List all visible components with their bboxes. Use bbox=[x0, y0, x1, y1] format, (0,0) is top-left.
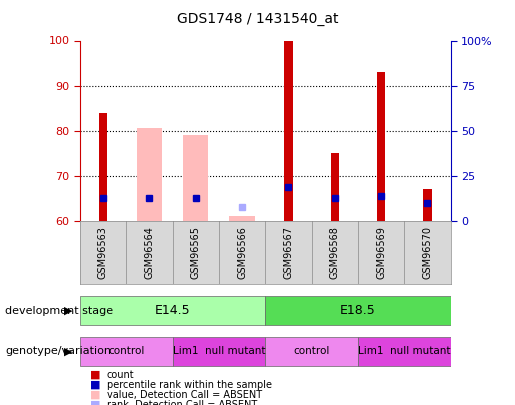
Bar bbox=[265, 337, 358, 366]
Text: ■: ■ bbox=[90, 380, 100, 390]
Bar bbox=[229, 216, 255, 221]
Text: GSM96564: GSM96564 bbox=[144, 226, 154, 279]
Text: count: count bbox=[107, 370, 134, 379]
Bar bbox=[183, 135, 209, 221]
Bar bbox=[80, 337, 173, 366]
Bar bbox=[173, 337, 265, 366]
Bar bbox=[377, 72, 385, 221]
Text: GSM96565: GSM96565 bbox=[191, 226, 201, 279]
Bar bbox=[423, 189, 432, 221]
Text: ▶: ▶ bbox=[63, 346, 72, 356]
Text: control: control bbox=[294, 346, 330, 356]
Text: genotype/variation: genotype/variation bbox=[5, 346, 111, 356]
Text: value, Detection Call = ABSENT: value, Detection Call = ABSENT bbox=[107, 390, 262, 400]
Text: GSM96569: GSM96569 bbox=[376, 226, 386, 279]
Text: ■: ■ bbox=[90, 400, 100, 405]
Text: development stage: development stage bbox=[5, 306, 113, 316]
Text: GSM96570: GSM96570 bbox=[422, 226, 433, 279]
Text: GDS1748 / 1431540_at: GDS1748 / 1431540_at bbox=[177, 12, 338, 26]
Text: GSM96563: GSM96563 bbox=[98, 226, 108, 279]
Bar bbox=[358, 337, 451, 366]
Bar bbox=[99, 113, 107, 221]
Text: rank, Detection Call = ABSENT: rank, Detection Call = ABSENT bbox=[107, 400, 257, 405]
Bar bbox=[331, 153, 339, 221]
Text: ■: ■ bbox=[90, 390, 100, 400]
Text: percentile rank within the sample: percentile rank within the sample bbox=[107, 380, 271, 390]
Text: E18.5: E18.5 bbox=[340, 304, 376, 318]
Text: ▶: ▶ bbox=[63, 306, 72, 316]
Bar bbox=[136, 128, 162, 221]
Text: Lim1  null mutant: Lim1 null mutant bbox=[173, 346, 265, 356]
Text: E14.5: E14.5 bbox=[154, 304, 191, 318]
Text: control: control bbox=[108, 346, 144, 356]
Text: GSM96568: GSM96568 bbox=[330, 226, 340, 279]
Bar bbox=[80, 296, 265, 326]
Text: GSM96567: GSM96567 bbox=[283, 226, 294, 279]
Text: ■: ■ bbox=[90, 370, 100, 379]
Bar bbox=[284, 40, 293, 221]
Text: Lim1  null mutant: Lim1 null mutant bbox=[358, 346, 451, 356]
Bar bbox=[265, 296, 451, 326]
Text: GSM96566: GSM96566 bbox=[237, 226, 247, 279]
